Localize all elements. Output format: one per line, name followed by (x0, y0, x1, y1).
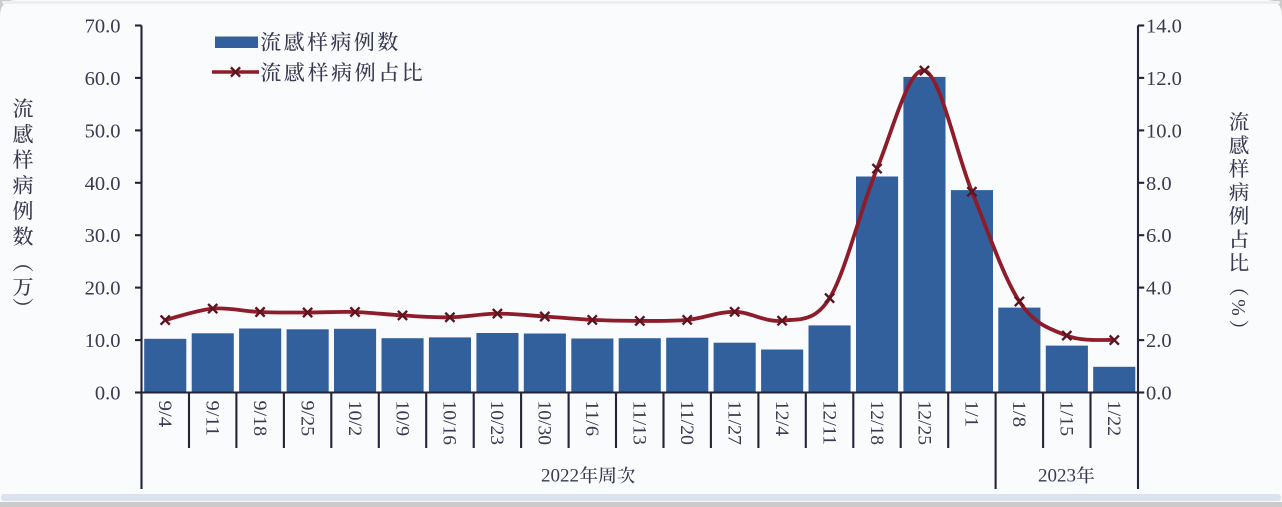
svg-text:2.0: 2.0 (1146, 330, 1172, 352)
svg-text:12/4: 12/4 (771, 401, 791, 437)
svg-text:10.0: 10.0 (1146, 120, 1182, 142)
svg-text:2022: 2022 (541, 466, 579, 487)
svg-text:6.0: 6.0 (1146, 225, 1172, 247)
svg-text:4.0: 4.0 (1146, 278, 1172, 300)
svg-text:14.0: 14.0 (1146, 16, 1182, 38)
svg-text:9/4: 9/4 (154, 401, 174, 428)
svg-text:12.0: 12.0 (1146, 68, 1182, 90)
svg-text:9/11: 9/11 (202, 401, 222, 437)
svg-text:40.0: 40.0 (85, 173, 121, 195)
svg-text:%: % (1227, 299, 1249, 316)
svg-text:12/11: 12/11 (818, 401, 838, 446)
svg-text:10.0: 10.0 (85, 330, 121, 352)
svg-text:12/25: 12/25 (913, 401, 933, 446)
svg-text:10/16: 10/16 (439, 401, 459, 446)
svg-text:12/18: 12/18 (866, 401, 886, 446)
svg-text:11/27: 11/27 (724, 401, 744, 446)
svg-text:2023: 2023 (1038, 466, 1076, 487)
svg-text:0.0: 0.0 (1146, 383, 1172, 405)
svg-text:1/1: 1/1 (961, 401, 981, 428)
svg-text:9/25: 9/25 (296, 401, 316, 437)
svg-text:10/9: 10/9 (391, 401, 411, 437)
svg-text:30.0: 30.0 (85, 225, 121, 247)
svg-text:20.0: 20.0 (85, 278, 121, 300)
svg-text:70.0: 70.0 (85, 16, 121, 38)
svg-text:11/6: 11/6 (581, 401, 601, 437)
svg-text:10/23: 10/23 (486, 401, 506, 446)
svg-text:60.0: 60.0 (85, 68, 121, 90)
svg-text:10/2: 10/2 (344, 401, 364, 437)
svg-text:1/8: 1/8 (1008, 401, 1028, 428)
svg-text:1/15: 1/15 (1056, 401, 1076, 437)
svg-text:1/22: 1/22 (1103, 401, 1123, 437)
svg-text:0.0: 0.0 (95, 383, 121, 405)
svg-text:11/20: 11/20 (676, 401, 696, 446)
svg-text:50.0: 50.0 (85, 120, 121, 142)
svg-text:11/13: 11/13 (629, 401, 649, 446)
svg-text:8.0: 8.0 (1146, 173, 1172, 195)
svg-text:10/30: 10/30 (534, 401, 554, 446)
svg-text:9/18: 9/18 (249, 401, 269, 437)
